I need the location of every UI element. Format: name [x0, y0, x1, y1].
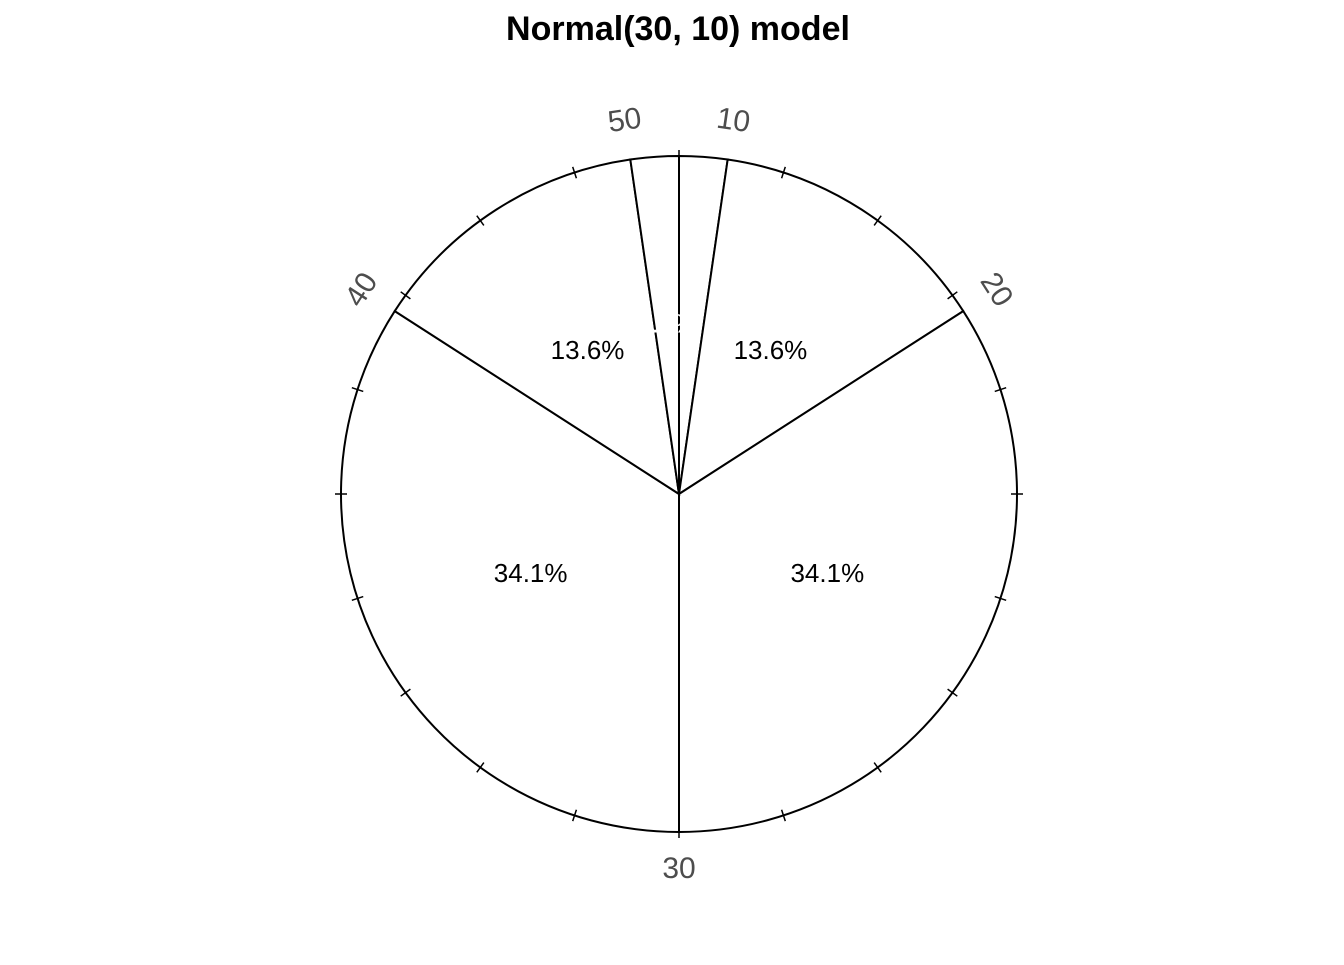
tick-mark — [780, 809, 787, 822]
boundary-label: 30 — [662, 852, 695, 885]
boundary-label: 50 — [606, 102, 644, 139]
tick-mark — [476, 215, 485, 226]
boundary-label: 10 — [714, 102, 752, 139]
pie-slice — [340, 309, 680, 834]
slice-label: 34.1% — [494, 558, 568, 588]
slice-label: 2.3% — [637, 308, 696, 338]
tick-mark — [994, 595, 1007, 602]
tick-mark — [400, 688, 411, 697]
pie-slice — [678, 309, 1018, 834]
tick-mark — [873, 762, 882, 773]
slice-label: 13.6% — [551, 335, 625, 365]
tick-mark — [351, 595, 364, 602]
slice-label: 34.1% — [790, 558, 864, 588]
pie-slice — [393, 158, 681, 497]
tick-mark — [994, 386, 1007, 393]
tick-mark — [571, 809, 578, 822]
tick-mark — [400, 291, 411, 300]
slice-label: 13.6% — [734, 335, 808, 365]
tick-mark — [873, 215, 882, 226]
pie-slice — [677, 158, 965, 497]
tick-mark — [351, 386, 364, 393]
tick-mark — [571, 166, 578, 179]
tick-mark — [476, 762, 485, 773]
chart-title: Normal(30, 10) model — [506, 10, 850, 48]
tick-mark — [947, 688, 958, 697]
tick-mark — [780, 166, 787, 179]
tick-mark — [947, 291, 958, 300]
